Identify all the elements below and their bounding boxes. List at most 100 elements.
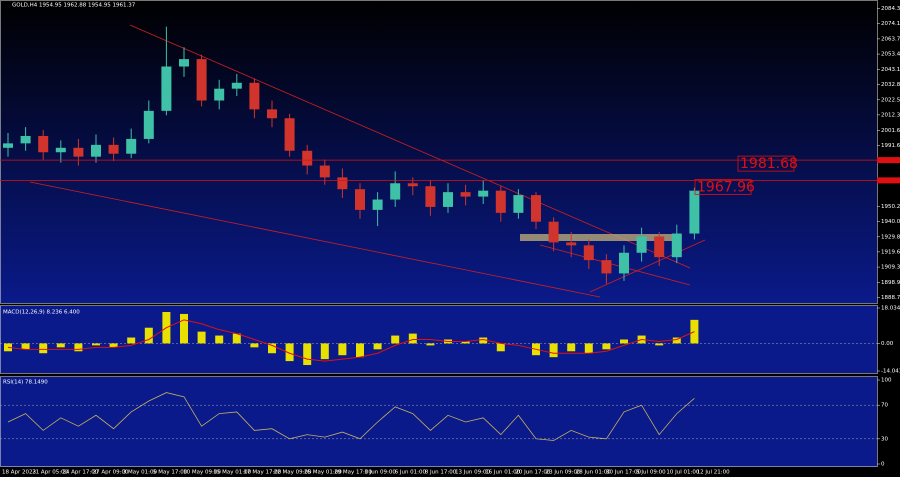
macd-bar [620, 339, 628, 344]
candle-body [671, 233, 682, 258]
macd-bar [655, 343, 664, 346]
y-tick-label: 2012.30 [881, 112, 900, 118]
y-tick-label: 2084.30 [881, 6, 900, 12]
macd-bar [250, 343, 259, 348]
y-tick-label: 70 [881, 403, 888, 409]
candle-body [531, 195, 541, 222]
y-tick-label: 2043.10 [881, 67, 900, 73]
candle-body [689, 190, 700, 234]
y-tick-label: 2022.50 [881, 97, 900, 103]
candle-body [161, 66, 172, 111]
candle-body [3, 143, 13, 148]
level-box [737, 155, 795, 172]
candle-body [566, 242, 577, 246]
macd-bar [338, 343, 347, 356]
macd-bar [21, 343, 30, 350]
panel-borders [0, 0, 878, 467]
macd-bar [39, 343, 48, 354]
candle-body [425, 186, 436, 207]
candle-body [460, 192, 471, 197]
y-tick-label: 1950.20 [881, 204, 900, 210]
x-tick-label: 28 Jun 01:00 [576, 470, 611, 476]
y-tick-label: 1991.60 [881, 143, 900, 149]
macd-bar [602, 343, 611, 350]
y-tick-label: 1919.60 [881, 249, 900, 255]
x-tick-label: 29 May 17:00 [334, 470, 372, 476]
candle-body [513, 195, 524, 213]
candle-body [302, 150, 313, 166]
y-tick-label: 1929.80 [881, 234, 900, 240]
y-tick-label: 2063.70 [881, 36, 900, 42]
x-tick-label: 21 Apr 05:00 [32, 470, 68, 476]
macd-bar [320, 343, 329, 360]
macd-bar [303, 343, 312, 366]
candle-body [267, 109, 277, 119]
candle-body [372, 199, 383, 210]
rsi-panel [0, 377, 877, 467]
y-tick-label: 2074.10 [881, 21, 900, 27]
x-tick-label: 23 Jun 09:00 [546, 470, 581, 476]
y-tick-label: 0.00 [881, 341, 894, 347]
macd-bar [567, 343, 576, 352]
x-tick-label: 20 Jun 17:00 [515, 470, 550, 476]
x-tick-label: 10 May 09:00 [183, 470, 221, 476]
x-tick-label: 5 Jul 09:00 [636, 470, 666, 476]
candle-body [619, 252, 629, 274]
candle-body [654, 236, 665, 258]
candle-body [231, 82, 242, 89]
y-tick-label: 2032.80 [881, 82, 900, 88]
x-tick-label: 1 Jun 09:00 [364, 470, 396, 476]
candle-body [38, 135, 49, 153]
macd-bar [197, 331, 206, 344]
candle-body [443, 192, 453, 207]
x-tick-label: 8 Jun 17:00 [425, 470, 457, 476]
candle-body [337, 177, 348, 190]
y-tick-label: 30 [881, 436, 888, 442]
candle-body [636, 236, 647, 253]
candle-body [143, 110, 154, 139]
y-tick-label: 0 [881, 462, 885, 468]
x-tick-label: 6 Jun 01:00 [395, 470, 427, 476]
candle-body [319, 165, 330, 178]
candle-body [73, 147, 84, 157]
candle-body [601, 260, 612, 274]
macd-bar [479, 337, 488, 344]
candle-body [249, 82, 260, 110]
trend-lines [29, 24, 706, 298]
y-tick-label: 1888.70 [881, 295, 900, 301]
y-tick-label: 1940.00 [881, 219, 900, 225]
candle-body [20, 135, 31, 144]
y-tick-label: -14.041 [881, 369, 900, 375]
price-panel [0, 0, 877, 303]
consolidation-zone [520, 234, 680, 241]
macd-bar [215, 335, 224, 344]
x-tick-label: 3 May 01:00 [123, 470, 158, 476]
level-label: 1981.68 [740, 156, 798, 172]
macd-bar [144, 327, 153, 344]
macd-bar [74, 343, 83, 352]
x-tick-label: 25 May 01:00 [304, 470, 342, 476]
candle-body [91, 144, 101, 157]
macd-bar [56, 343, 65, 348]
y-tick-label: 100 [881, 378, 892, 384]
macd-bar [127, 337, 136, 344]
x-tick-label: 17 May 17:00 [244, 470, 282, 476]
macd-bar [426, 343, 435, 346]
macd-bar [391, 335, 400, 344]
macd-bar [408, 333, 417, 344]
candle-body [126, 138, 137, 154]
candle-body [390, 183, 401, 200]
x-tick-label: 16 Jun 01:00 [485, 470, 520, 476]
macd-bar [92, 343, 100, 346]
macd-bar [356, 343, 364, 358]
macd-bar [549, 343, 558, 358]
candle-body [583, 245, 594, 261]
candle-body [108, 144, 119, 154]
x-tick-label: 5 May 17:00 [153, 470, 188, 476]
x-tick-label: 13 Jun 09:00 [455, 470, 490, 476]
rsi-line [7, 392, 695, 441]
rsi-title: RSI(14) 78.1490 [3, 380, 48, 386]
candle-body [196, 59, 207, 101]
macd-bar [461, 341, 470, 344]
